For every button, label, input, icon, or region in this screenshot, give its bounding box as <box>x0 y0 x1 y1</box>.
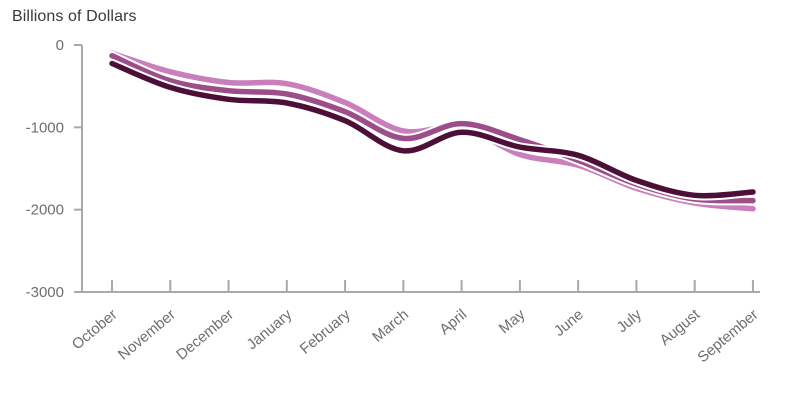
y-axis-tick-label: 0 <box>56 37 64 54</box>
series-line-dark-plum-line <box>109 60 756 199</box>
x-axis-tick-label: January <box>244 306 296 354</box>
x-axis-tick-label: May <box>496 306 529 338</box>
x-axis-tick-label: October <box>69 306 121 353</box>
y-axis-tick-label: -2000 <box>26 202 64 219</box>
y-axis-tick-label: -1000 <box>26 119 64 136</box>
x-axis-tick-label: February <box>297 306 354 358</box>
x-axis-tick-label: November <box>115 306 179 364</box>
y-axis-title: Billions of Dollars <box>12 8 137 25</box>
x-axis-tick-label: June <box>551 306 587 340</box>
x-axis-tick-label: September <box>694 306 761 366</box>
x-axis-tick-label: December <box>173 306 237 364</box>
x-axis-tick-label: March <box>369 306 412 346</box>
x-axis-tick-label: April <box>436 306 470 338</box>
x-axis-tick-label: August <box>657 306 704 350</box>
y-axis-tick-label: -3000 <box>26 284 64 301</box>
x-axis-tick-label: July <box>614 306 646 336</box>
